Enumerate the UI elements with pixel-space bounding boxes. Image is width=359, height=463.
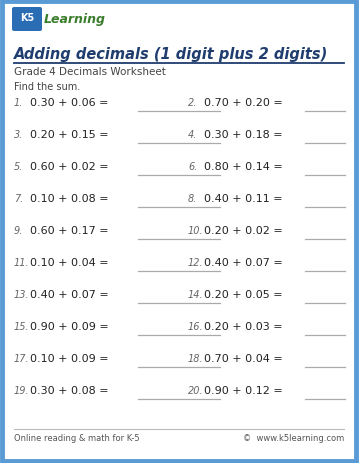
Text: 2.: 2. <box>188 98 197 108</box>
Text: 0.70 + 0.20 =: 0.70 + 0.20 = <box>204 98 283 108</box>
Text: ©  www.k5learning.com: © www.k5learning.com <box>243 433 344 442</box>
Text: 13.: 13. <box>14 289 30 300</box>
Text: 0.10 + 0.04 =: 0.10 + 0.04 = <box>30 257 109 268</box>
Text: 0.60 + 0.02 =: 0.60 + 0.02 = <box>30 162 109 172</box>
Text: 0.20 + 0.05 =: 0.20 + 0.05 = <box>204 289 283 300</box>
Text: 0.40 + 0.07 =: 0.40 + 0.07 = <box>204 257 283 268</box>
Text: 0.20 + 0.02 =: 0.20 + 0.02 = <box>204 225 283 236</box>
Text: 19.: 19. <box>14 385 30 395</box>
Text: 11.: 11. <box>14 257 30 268</box>
Text: 15.: 15. <box>14 321 30 332</box>
Text: 20.: 20. <box>188 385 204 395</box>
Text: 8.: 8. <box>188 194 197 204</box>
Text: 9.: 9. <box>14 225 23 236</box>
FancyBboxPatch shape <box>12 8 42 32</box>
Text: 7.: 7. <box>14 194 23 204</box>
Text: 0.90 + 0.12 =: 0.90 + 0.12 = <box>204 385 283 395</box>
Text: 0.80 + 0.14 =: 0.80 + 0.14 = <box>204 162 283 172</box>
Text: 0.30 + 0.18 =: 0.30 + 0.18 = <box>204 130 283 140</box>
Text: Grade 4 Decimals Worksheet: Grade 4 Decimals Worksheet <box>14 67 166 77</box>
Text: 0.20 + 0.03 =: 0.20 + 0.03 = <box>204 321 283 332</box>
Text: 18.: 18. <box>188 353 204 363</box>
Text: 0.40 + 0.11 =: 0.40 + 0.11 = <box>204 194 283 204</box>
Text: 6.: 6. <box>188 162 197 172</box>
Text: 1.: 1. <box>14 98 23 108</box>
Text: 12.: 12. <box>188 257 204 268</box>
Text: 0.20 + 0.15 =: 0.20 + 0.15 = <box>30 130 109 140</box>
Text: 3.: 3. <box>14 130 23 140</box>
Text: 5.: 5. <box>14 162 23 172</box>
Text: 4.: 4. <box>188 130 197 140</box>
Text: 0.60 + 0.17 =: 0.60 + 0.17 = <box>30 225 109 236</box>
Text: Find the sum.: Find the sum. <box>14 82 80 92</box>
Text: 0.30 + 0.08 =: 0.30 + 0.08 = <box>30 385 109 395</box>
Text: K5: K5 <box>20 13 34 23</box>
Text: 0.30 + 0.06 =: 0.30 + 0.06 = <box>30 98 108 108</box>
Text: 0.70 + 0.04 =: 0.70 + 0.04 = <box>204 353 283 363</box>
Text: 0.90 + 0.09 =: 0.90 + 0.09 = <box>30 321 109 332</box>
Text: Online reading & math for K-5: Online reading & math for K-5 <box>14 433 140 442</box>
Text: 10.: 10. <box>188 225 204 236</box>
FancyBboxPatch shape <box>2 2 356 461</box>
Text: Adding decimals (1 digit plus 2 digits): Adding decimals (1 digit plus 2 digits) <box>14 47 328 62</box>
Text: Learning: Learning <box>44 13 106 26</box>
Text: 0.10 + 0.08 =: 0.10 + 0.08 = <box>30 194 109 204</box>
Text: 0.40 + 0.07 =: 0.40 + 0.07 = <box>30 289 109 300</box>
Text: 14.: 14. <box>188 289 204 300</box>
Text: 0.10 + 0.09 =: 0.10 + 0.09 = <box>30 353 109 363</box>
Text: 17.: 17. <box>14 353 30 363</box>
Text: 16.: 16. <box>188 321 204 332</box>
